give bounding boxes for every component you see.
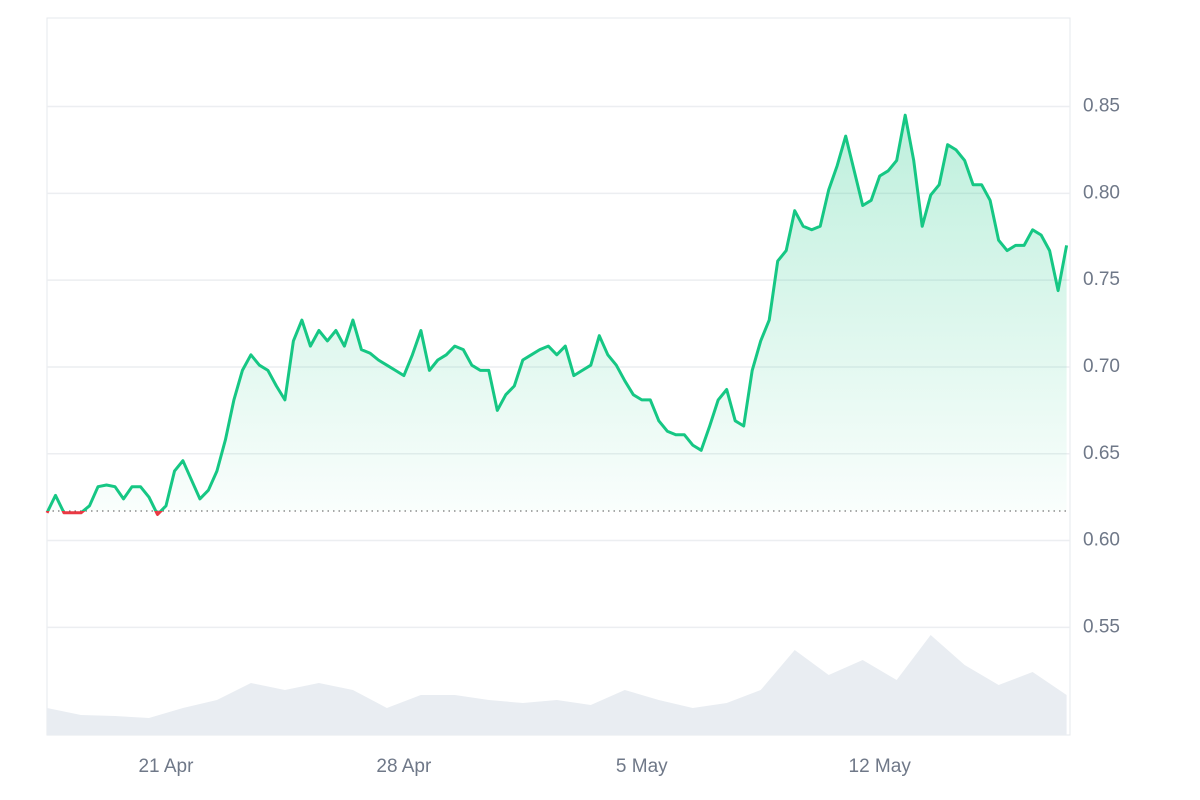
y-tick-label: 0.55 (1083, 616, 1120, 637)
price-area (47, 115, 1067, 512)
price-line-up (46, 113, 1069, 512)
x-tick-label: 28 Apr (376, 756, 432, 777)
y-tick-label: 0.60 (1083, 530, 1120, 551)
x-tick-label: 21 Apr (138, 756, 194, 777)
volume-area (47, 635, 1067, 735)
y-tick-label: 0.70 (1083, 356, 1120, 377)
x-tick-label: 5 May (616, 756, 668, 777)
y-tick-label: 0.85 (1083, 96, 1120, 117)
y-tick-label: 0.80 (1083, 182, 1120, 203)
x-tick-label: 12 May (849, 756, 912, 777)
y-tick-label: 0.75 (1083, 269, 1120, 290)
y-tick-label: 0.65 (1083, 443, 1120, 464)
